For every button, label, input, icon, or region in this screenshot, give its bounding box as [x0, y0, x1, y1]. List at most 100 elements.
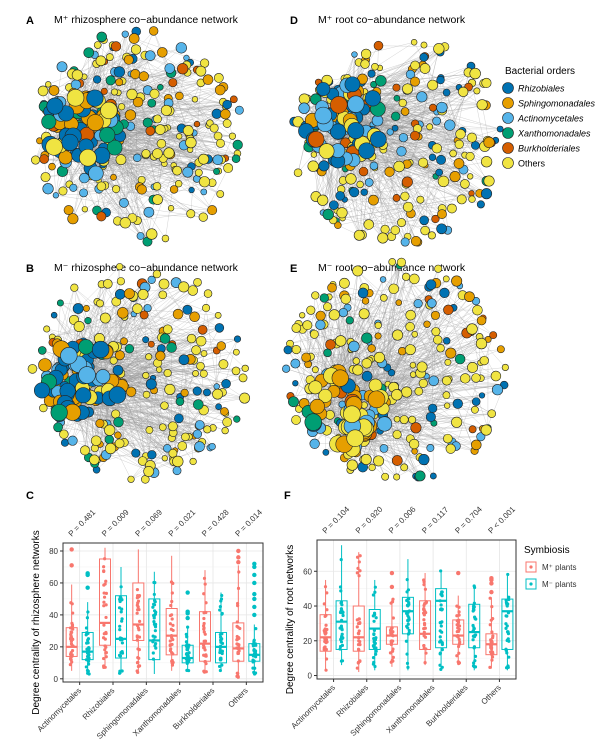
network-node	[426, 444, 435, 452]
network-edge	[160, 87, 228, 105]
network-node	[154, 124, 166, 135]
network-node	[124, 344, 135, 354]
network-node	[208, 442, 216, 451]
data-point	[104, 645, 108, 649]
network-node	[364, 178, 374, 187]
network-node	[443, 433, 453, 444]
network-node	[178, 354, 190, 366]
network-node	[209, 123, 219, 133]
network-node	[48, 162, 56, 171]
network-edge	[112, 297, 134, 347]
network-node	[111, 88, 118, 96]
network-edge	[99, 303, 114, 347]
network-node	[143, 206, 155, 218]
network-node	[73, 320, 85, 333]
network-node	[449, 171, 461, 183]
network-node	[344, 76, 361, 93]
network-node	[496, 125, 504, 133]
network-node	[391, 455, 403, 466]
network-node	[91, 340, 110, 359]
network-node	[196, 361, 205, 371]
network-node	[81, 206, 88, 213]
network-node	[172, 455, 184, 468]
network-node	[189, 457, 197, 466]
network-node	[410, 38, 418, 46]
data-point	[69, 650, 73, 655]
network-node	[27, 364, 38, 374]
network-node	[114, 350, 125, 361]
network-node	[213, 131, 223, 141]
network-edge	[103, 423, 163, 428]
network-edge	[134, 38, 205, 64]
network-edge	[116, 188, 213, 211]
data-point	[137, 656, 141, 660]
network-node	[436, 101, 448, 114]
legend-swatch-others	[502, 157, 514, 169]
legend-label: Xanthomonadales	[517, 129, 591, 139]
p-value-label: P = 0.428	[200, 507, 231, 538]
network-node	[471, 141, 480, 150]
network-a-title: M⁺ rhizosphere co−abundance network	[54, 14, 239, 26]
network-node	[347, 95, 365, 113]
network-node	[95, 55, 107, 67]
network-node	[133, 153, 142, 163]
network-node	[195, 65, 207, 77]
network-node	[95, 369, 111, 384]
data-point	[104, 579, 108, 583]
network-node	[466, 323, 478, 335]
network-node	[160, 401, 169, 410]
network-node	[368, 194, 379, 206]
network-node	[475, 337, 488, 350]
network-node	[398, 98, 407, 108]
network-node	[352, 364, 364, 376]
network-edge	[361, 65, 472, 235]
network-node	[126, 386, 137, 397]
network-node	[152, 148, 163, 159]
network-edge	[96, 440, 149, 472]
network-node	[340, 293, 351, 305]
network-node	[189, 311, 200, 323]
network-node	[145, 353, 153, 361]
network-edge	[361, 156, 408, 183]
data-point	[104, 650, 108, 655]
network-edge	[107, 340, 203, 352]
network-node	[159, 333, 171, 344]
network-node	[239, 392, 251, 404]
network-node	[118, 103, 126, 111]
network-node	[45, 81, 52, 88]
network-node	[182, 125, 194, 136]
network-node	[315, 319, 326, 330]
network-node	[222, 417, 233, 427]
network-edge	[137, 209, 213, 221]
network-node	[187, 285, 199, 296]
network-edge	[118, 421, 198, 435]
network-node	[319, 293, 329, 303]
network-edge	[84, 340, 202, 370]
network-node	[113, 416, 124, 428]
network-node	[331, 369, 349, 387]
network-node	[195, 420, 205, 430]
network-node	[377, 232, 389, 244]
network-edge	[471, 82, 485, 147]
data-point	[136, 601, 140, 605]
network-node	[328, 309, 340, 321]
legend-label: Sphingomonadales	[518, 99, 596, 109]
network-node	[79, 148, 97, 167]
legend-swatch-rhizobiales	[502, 82, 514, 94]
network-node	[361, 370, 373, 382]
network-node	[453, 158, 465, 169]
network-edge	[371, 82, 487, 157]
network-node	[444, 119, 456, 131]
network-node	[329, 123, 347, 140]
network-node	[397, 347, 407, 356]
network-node	[145, 426, 154, 434]
network-node	[231, 154, 241, 163]
network-node	[106, 139, 123, 156]
network-node	[392, 329, 404, 341]
network-node	[149, 26, 159, 36]
network-node	[104, 442, 117, 455]
network-node	[416, 195, 425, 204]
network-node	[433, 43, 445, 55]
network-node	[83, 47, 95, 58]
